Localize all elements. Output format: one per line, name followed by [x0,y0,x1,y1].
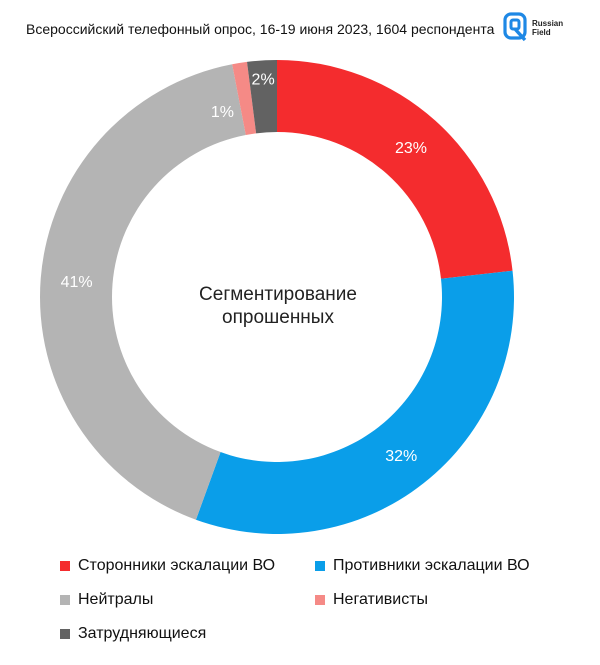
legend-swatch-opponents [315,561,325,571]
slice-opponents [195,270,514,534]
legend-swatch-undecided [60,629,70,639]
slice-label-neutrals: 41% [61,274,93,291]
legend-label-neutrals: Нейтралы [78,591,154,608]
donut-chart: 23% 32% 41% 1% 2% [40,60,514,534]
logo-text-line2: Field [532,28,551,37]
slice-label-negativists: 1% [211,104,234,121]
slice-supporters [277,60,513,279]
legend-item-negativists: Негативисты [315,591,428,609]
legend-swatch-neutrals [60,595,70,605]
slice-label-opponents: 32% [385,448,417,465]
slice-neutrals [40,64,246,520]
center-label-line2: опрошенных [222,307,334,328]
slice-label-supporters: 23% [395,140,427,157]
legend-item-opponents: Противники эскалации ВО [315,557,530,575]
slice-label-undecided: 2% [252,71,275,88]
legend-item-neutrals: Нейтралы [60,591,153,609]
legend-item-undecided: Затрудняющиеся [60,625,206,643]
slice-negativists [232,61,257,135]
legend-item-supporters: Сторонники эскалации ВО [60,557,275,575]
legend-label-supporters: Сторонники эскалации ВО [78,557,276,574]
slice-undecided [246,60,277,134]
legend-label-opponents: Противники эскалации ВО [333,557,530,574]
legend-swatch-negativists [315,595,325,605]
center-label-line1: Сегментирование [199,284,357,305]
legend-swatch-supporters [60,561,70,571]
logo: Russian Field [503,12,587,46]
legend-label-undecided: Затрудняющиеся [78,625,207,642]
logo-text-line1: Russian [532,19,564,28]
chart-subtitle: Всероссийский телефонный опрос, 16-19 ию… [26,21,495,37]
chart-center-label: Сегментирование опрошенных [148,283,408,329]
russian-field-logo-icon [503,12,527,42]
legend-label-negativists: Негативисты [333,591,429,608]
